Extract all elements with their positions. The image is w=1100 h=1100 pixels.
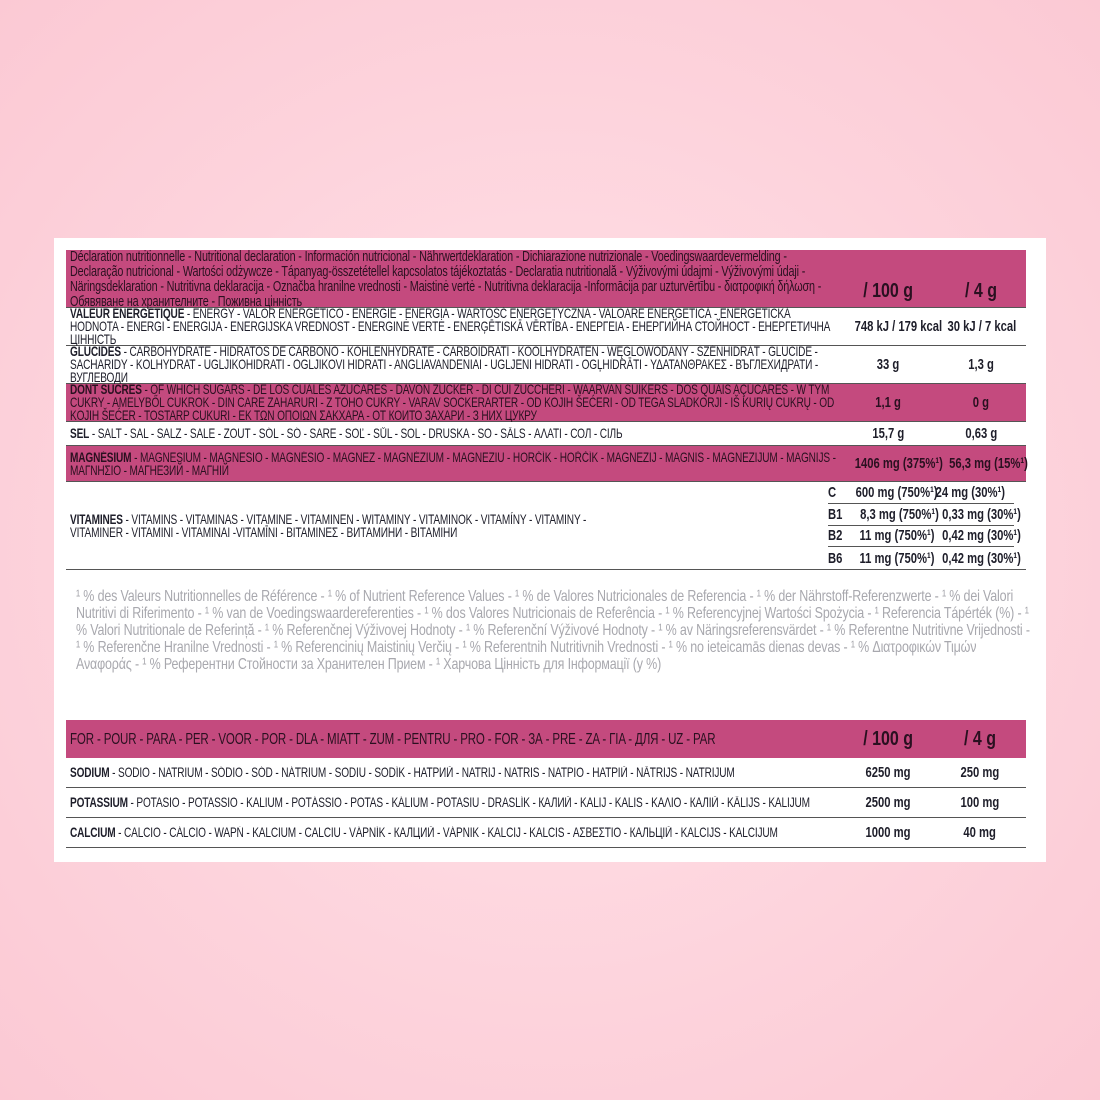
nutrient-name: MAGNÉSIUM [70,450,132,465]
vitamin-subrow: C 600 mg (750%¹) 24 mg (30%¹) [828,482,1014,504]
nutrient-translations: - ENERGY - VALOR ENERGÉTICO - ENERGIE - … [70,307,831,346]
nutrient-row: CALCIUM - CALCIO - CÁLCIO - WAPŃ - KALCI… [66,818,1026,848]
nutrient-translations: - SALT - SAL - SALZ - SALE - ZOUT - SÓL … [89,427,623,440]
nutrient-translations: - MAGNESIUM - MAGNESIO - MAGNÉSIO - MAGN… [70,450,836,477]
nutrient-row: GLUCIDES - CARBOHYDRATE - HIDRATOS DE CA… [66,345,1026,384]
vitamin-key: B6 [828,549,843,567]
vitamin-key: B2 [828,527,843,545]
value-per-4g: 24 mg (30%¹) [935,483,1005,501]
vitamins-row: VITAMINES - VITAMINS - VITAMINAS - VITAM… [66,482,1026,570]
column-4g: / 4 g [964,280,997,302]
nutrient-row: SEL - SALT - SAL - SALZ - SALE - ZOUT - … [66,422,1026,446]
nutrient-name: SEL [70,427,90,440]
value-per-100g: 11 mg (750%¹) [859,527,935,545]
nutrient-name: VALEUR ÉNERGÉTIQUE [70,307,185,321]
nutrient-translations: - POTASIO - POTASSIO - KALIUM - POTÁSSIO… [127,796,810,809]
nutrient-name: CALCIUM [70,826,116,839]
nutrition-table: Déclaration nutritionnelle - Nutritional… [66,248,1028,570]
nutrient-name: DONT SUCRES [70,383,142,397]
nutrient-name: SODIUM [70,766,110,779]
footnote-text: ¹ % des Valeurs Nutritionnelles de Référ… [76,588,1030,673]
value-per-4g: 0,42 mg (30%¹) [942,549,1022,567]
nutrient-translations: - OF WHICH SUGARS - DE LOS CUALES AZÚCAR… [70,383,835,422]
value-per-100g: 2500 mg [865,794,911,811]
nutrient-translations: - CALCIO - CÁLCIO - WAPŃ - KALCIUM - CAL… [115,826,778,839]
nutrient-row: POTASSIUM - POTASIO - POTASSIO - KALIUM … [66,788,1026,818]
minerals-table: FOR - POUR - PARA - PER - VOOR - POR - D… [66,720,1026,848]
nutrition-title: Déclaration nutritionnelle - Nutritional… [70,248,822,309]
value-per-100g: 15,7 g [872,425,904,442]
value-per-100g: 1406 mg (375%¹) [854,455,943,472]
reference-footnote: ¹ % des Valeurs Nutritionnelles de Référ… [76,588,1036,673]
vitamin-key: C [828,483,837,501]
value-per-100g: 748 kJ / 179 kcal [854,318,943,335]
nutrient-name: POTASSIUM [70,796,128,809]
value-per-100g: 6250 mg [865,764,911,781]
nutrient-row: MAGNÉSIUM - MAGNESIUM - MAGNESIO - MAGNÉ… [66,446,1028,482]
vitamin-subrow: B1 8,3 mg (750%¹) 0,33 mg (30%¹) [828,504,1021,526]
value-per-4g: 0,42 mg (30%¹) [942,527,1022,545]
column-100g: / 100 g [863,280,913,302]
nutrient-translations: - SODIO - NATRIUM - SÓDIO - SÓD - NÁTRIU… [109,766,735,779]
minerals-title: FOR - POUR - PARA - PER - VOOR - POR - D… [70,732,716,746]
value-per-100g: 8,3 mg (750%¹) [860,505,940,523]
nutrient-row: SODIUM - SODIO - NATRIUM - SÓDIO - SÓD -… [66,758,1026,788]
nutrition-header-row: Déclaration nutritionnelle - Nutritional… [66,248,1026,309]
nutrient-translations: - CARBOHYDRATE - HIDRATOS DE CARBONO - K… [70,345,819,384]
value-per-100g: 600 mg (750%¹) [855,483,938,501]
value-per-4g: 0 g [972,394,990,411]
vitamins-label: VITAMINES [70,510,123,527]
value-per-4g: 250 mg [960,764,1000,781]
value-per-4g: 1,3 g [968,356,994,373]
value-per-4g: 0,33 mg (30%¹) [942,505,1022,523]
vitamin-key: B1 [828,505,843,523]
minerals-column-4g: / 4 g [963,727,996,750]
value-per-4g: 0,63 g [965,425,997,442]
value-per-100g: 1,1 g [875,394,901,411]
minerals-column-100g: / 100 g [863,727,913,750]
vitamin-subrow: B6 11 mg (750%¹) 0,42 mg (30%¹) [828,547,1021,569]
vitamins-translations: - VITAMINS - VITAMINAS - VITAMINE - VITA… [70,510,587,540]
value-per-4g: 56,3 mg (15%¹) [949,455,1028,472]
minerals-header-row: FOR - POUR - PARA - PER - VOOR - POR - D… [66,720,1026,758]
value-per-4g: 30 kJ / 7 kcal [947,318,1017,335]
value-per-100g: 33 g [876,356,900,373]
nutrient-row: DONT SUCRES - OF WHICH SUGARS - DE LOS C… [66,383,1026,422]
value-per-4g: 100 mg [960,794,1000,811]
value-per-100g: 11 mg (750%¹) [859,549,935,567]
vitamin-subrow: B2 11 mg (750%¹) 0,42 mg (30%¹) [828,526,1021,548]
value-per-100g: 1000 mg [865,824,911,841]
nutrition-label-card: Déclaration nutritionnelle - Nutritional… [54,238,1046,862]
nutrient-row: VALEUR ÉNERGÉTIQUE - ENERGY - VALOR ENER… [66,307,1026,346]
value-per-4g: 40 mg [963,824,997,841]
nutrient-name: GLUCIDES [70,345,121,359]
